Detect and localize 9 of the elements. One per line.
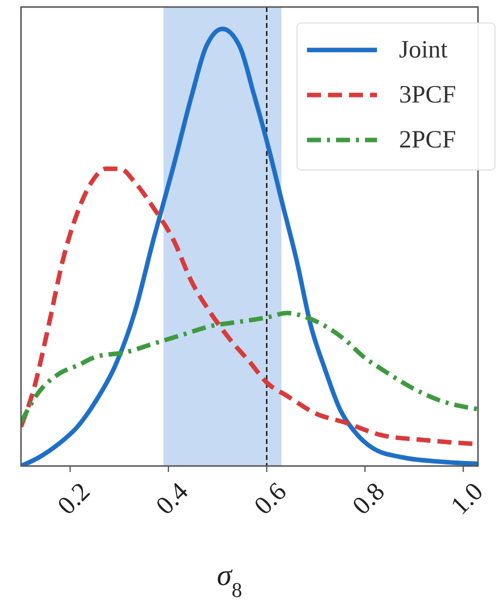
- x-tick-label: 0.2: [52, 476, 96, 520]
- legend-label: 2PCF: [399, 126, 456, 154]
- x-tick-label: 1.0: [445, 476, 489, 520]
- x-tick-label: 0.8: [346, 476, 390, 520]
- x-tick-label: 0.6: [248, 476, 292, 520]
- x-tick-label: 0.4: [150, 476, 194, 520]
- legend-label: 3PCF: [399, 82, 456, 108]
- x-axis-title: σ$_{8}$: [216, 559, 242, 600]
- legend-label: Joint: [399, 36, 448, 64]
